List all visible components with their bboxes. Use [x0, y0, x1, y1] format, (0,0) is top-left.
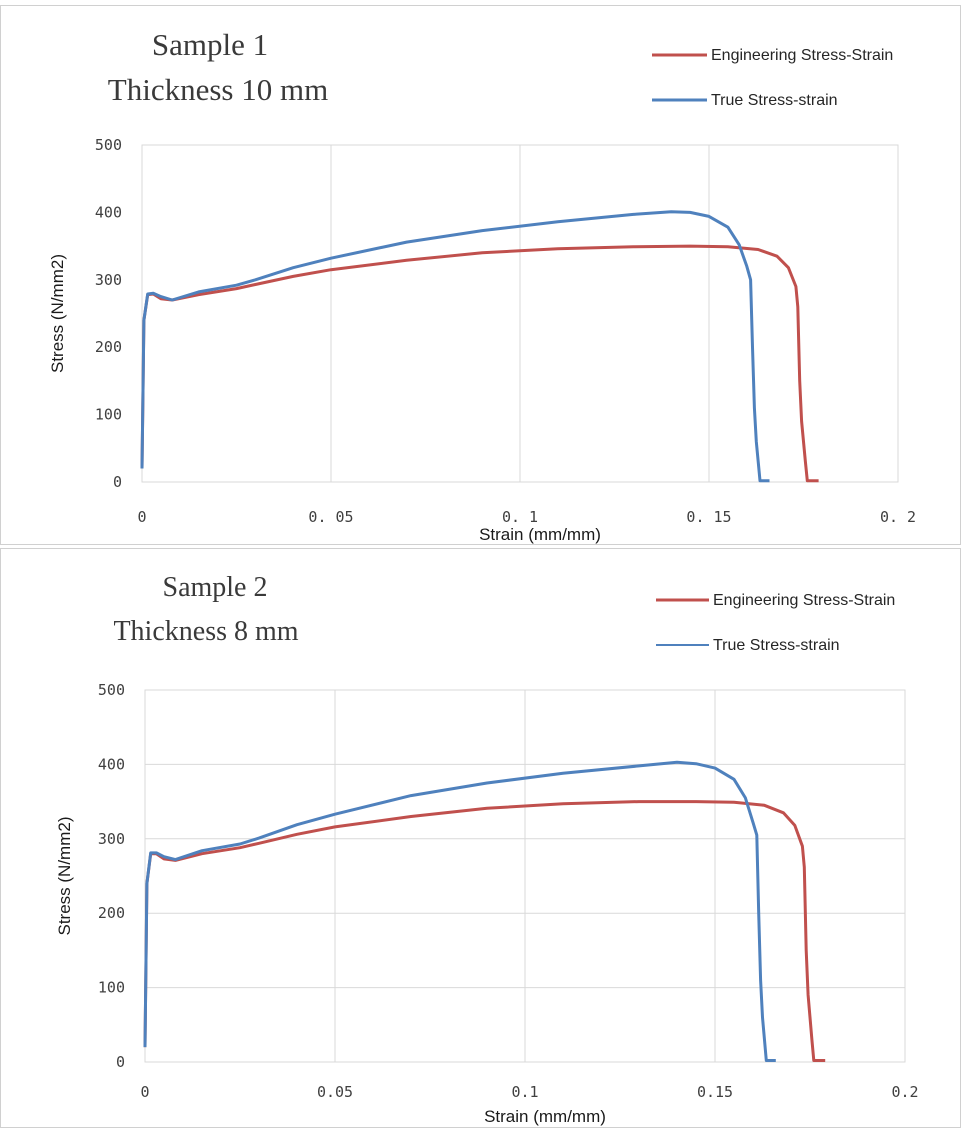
x-tick-label: 0.2 [891, 1083, 918, 1101]
legend-label: True Stress-strain [713, 637, 840, 654]
y-tick-label: 0 [116, 1053, 125, 1071]
series-line-true [143, 760, 776, 1062]
series-line-true [140, 210, 770, 483]
x-tick-label: 0 [137, 508, 146, 526]
y-tick-label: 400 [95, 203, 122, 221]
y-tick-label: 100 [95, 406, 122, 424]
y-tick-label: 300 [95, 271, 122, 289]
chart-frame [0, 5, 961, 545]
x-tick-label: 0. 2 [880, 508, 916, 526]
series-line-engineering [143, 800, 826, 1062]
legend-label: Engineering Stress-Strain [713, 592, 895, 609]
legend-label: True Stress-strain [711, 92, 838, 109]
y-tick-label: 200 [98, 904, 125, 922]
x-tick-label: 0. 15 [686, 508, 731, 526]
x-axis-title: Strain (mm/mm) [484, 1107, 606, 1126]
x-axis-title: Strain (mm/mm) [479, 525, 601, 544]
x-tick-label: 0.1 [511, 1083, 538, 1101]
y-tick-label: 400 [98, 755, 125, 773]
chart-subtitle: Thickness 8 mm [113, 616, 298, 647]
y-tick-label: 300 [98, 830, 125, 848]
y-tick-label: 200 [95, 338, 122, 356]
y-tick-label: 0 [113, 473, 122, 491]
y-tick-label: 100 [98, 979, 125, 997]
chart-title: Sample 1 [152, 27, 268, 62]
x-tick-label: 0. 05 [308, 508, 353, 526]
legend-label: Engineering Stress-Strain [711, 47, 893, 64]
y-axis-title: Stress (N/mm2) [55, 817, 74, 936]
x-tick-label: 0.15 [697, 1083, 733, 1101]
x-tick-label: 0 [140, 1083, 149, 1101]
chart-panel-2: 0 100 200 300 400 500 0 0.05 0.1 0.15 0.2 Strain (m… [0, 548, 961, 1128]
y-tick-label: 500 [95, 136, 122, 154]
y-tick-label: 500 [98, 681, 125, 699]
chart-subtitle: Thickness 10 mm [108, 72, 328, 107]
chart-title: Sample 2 [163, 572, 268, 603]
chart-panel-1: 0 100 200 300 400 500 0 0. 05 0. 1 0. 15 0. 2 Strai… [0, 5, 961, 545]
x-tick-label: 0.05 [317, 1083, 353, 1101]
x-tick-label: 0. 1 [502, 508, 538, 526]
y-axis-title: Stress (N/mm2) [48, 254, 67, 373]
